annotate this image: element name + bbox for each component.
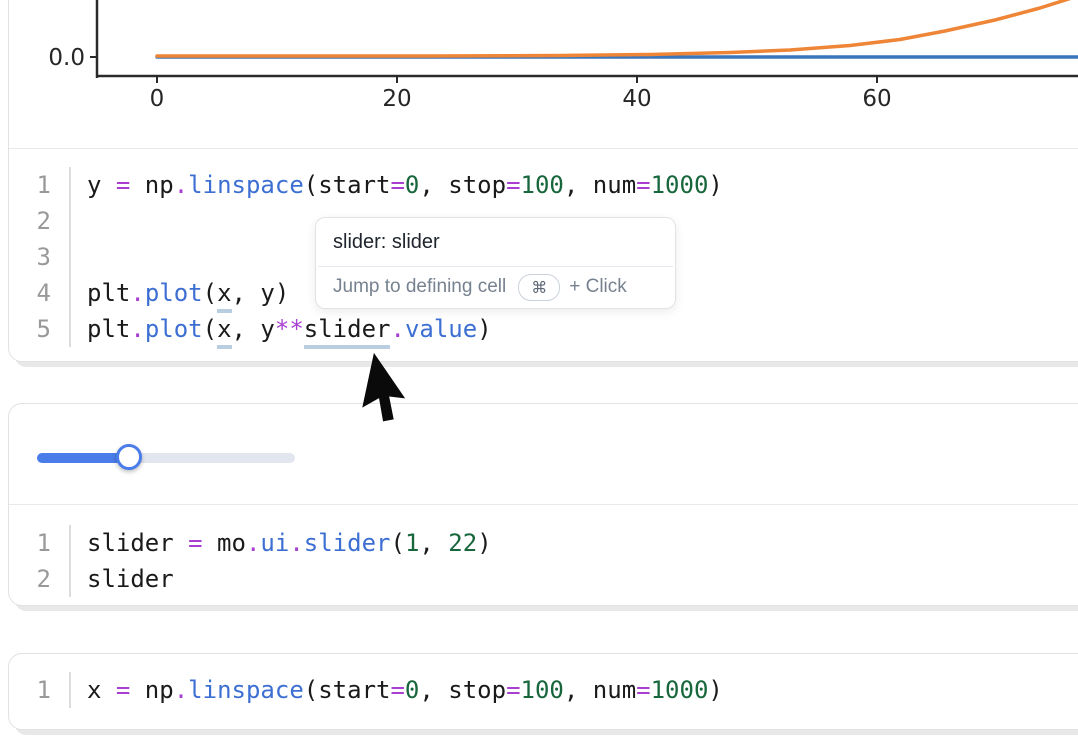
code-text: plt.plot(x, y) bbox=[87, 275, 289, 313]
slider-fill bbox=[37, 453, 121, 463]
code-line[interactable]: 5 plt.plot(x, y**slider.value) bbox=[9, 311, 1078, 349]
command-key-badge: ⌘ bbox=[518, 273, 561, 301]
code-editor-slider[interactable]: 1 slider = mo.ui.slider(1, 22) 2 slider bbox=[9, 505, 1078, 597]
code-text: slider bbox=[87, 565, 174, 593]
line-number: 2 bbox=[9, 203, 71, 239]
code-editor-x[interactable]: 1 x = np.linspace(start=0, stop=100, num=… bbox=[9, 654, 1078, 708]
line-number: 4 bbox=[9, 275, 71, 311]
code-line[interactable]: 4 plt.plot(x, y) bbox=[9, 275, 1078, 313]
code-line[interactable]: 1 y = np.linspace(start=0, stop=100, num=… bbox=[9, 167, 1078, 203]
code-line[interactable]: 2 slider bbox=[9, 561, 1078, 597]
code-line[interactable]: 3 bbox=[9, 239, 1078, 275]
code-line[interactable]: 1 slider = mo.ui.slider(1, 22) bbox=[9, 525, 1078, 561]
notebook-cell-slider: 1 slider = mo.ui.slider(1, 22) 2 slider bbox=[8, 403, 1078, 606]
notebook-cell-x: 1 x = np.linspace(start=0, stop=100, num=… bbox=[8, 653, 1078, 730]
tooltip-title: slider: slider bbox=[333, 231, 440, 253]
line-number: 3 bbox=[9, 239, 71, 275]
slider-track[interactable] bbox=[37, 444, 295, 470]
cell-output-plot bbox=[9, 0, 1078, 148]
code-line[interactable]: 1 x = np.linspace(start=0, stop=100, num=… bbox=[9, 672, 1078, 708]
line-number: 1 bbox=[9, 525, 71, 561]
tooltip-hint: Jump to defining cell bbox=[333, 276, 507, 297]
tooltip-divider bbox=[318, 266, 673, 267]
code-text: plt.plot(x, y**slider.value) bbox=[87, 311, 492, 349]
code-editor-plot[interactable]: 1 y = np.linspace(start=0, stop=100, num=… bbox=[9, 149, 1078, 349]
code-text: x = np.linspace(start=0, stop=100, num=1… bbox=[87, 676, 723, 704]
mouse-cursor-icon bbox=[362, 352, 406, 422]
cell-divider bbox=[9, 504, 1078, 505]
cell-output-slider bbox=[9, 404, 1078, 504]
line-number: 1 bbox=[9, 672, 71, 708]
code-text: slider = mo.ui.slider(1, 22) bbox=[87, 529, 492, 557]
slider-thumb[interactable] bbox=[116, 444, 142, 470]
tooltip-click-label: + Click bbox=[569, 276, 627, 297]
code-line[interactable]: 2 bbox=[9, 203, 1078, 239]
line-number: 2 bbox=[9, 561, 71, 597]
line-number: 5 bbox=[9, 311, 71, 347]
variable-tooltip: slider: slider Jump to defining cell ⌘ +… bbox=[315, 217, 676, 309]
line-number: 1 bbox=[9, 167, 71, 203]
cell-divider bbox=[9, 148, 1078, 149]
code-text: y = np.linspace(start=0, stop=100, num=1… bbox=[87, 171, 723, 199]
